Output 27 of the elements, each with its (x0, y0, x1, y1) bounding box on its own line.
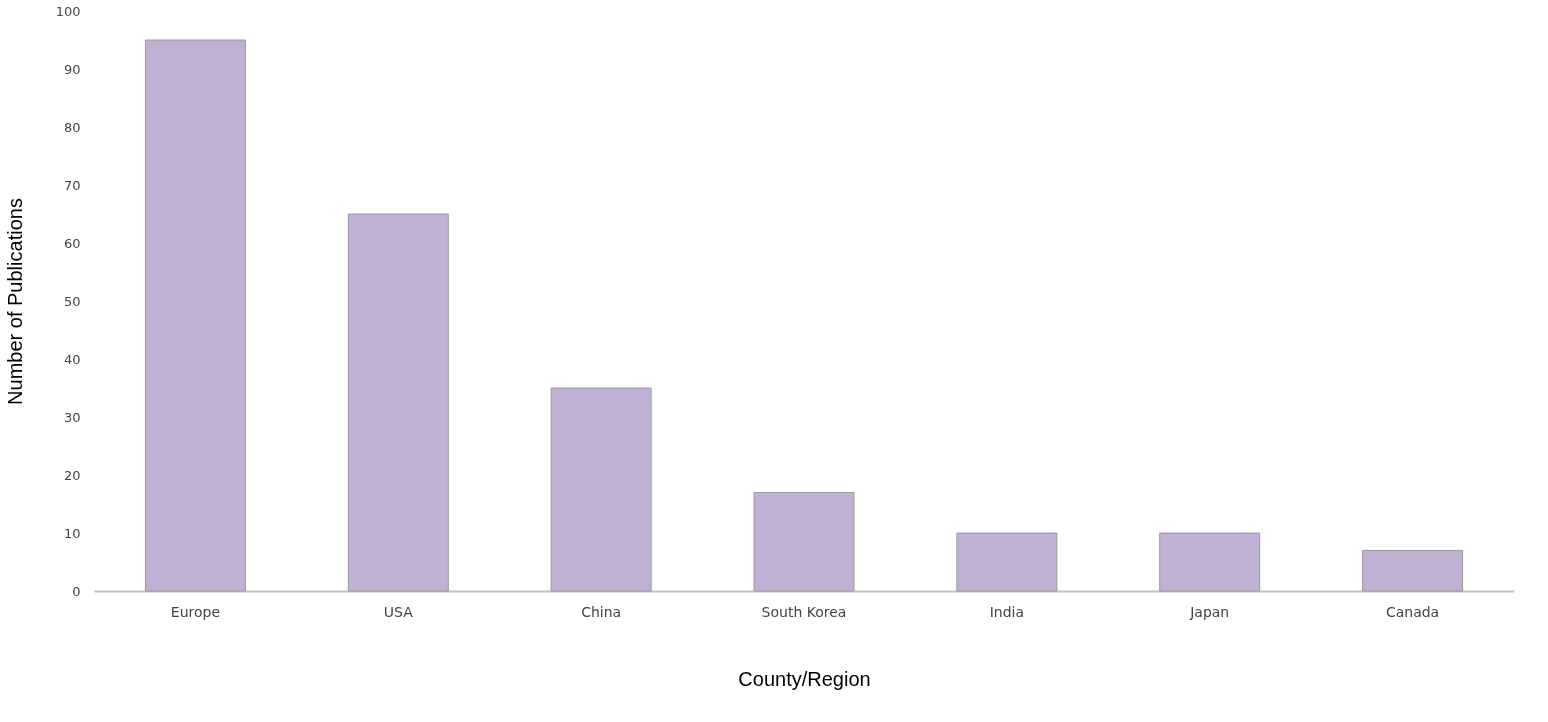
bar (347, 213, 449, 592)
bar (1362, 549, 1464, 592)
y-tick-label: 20 (63, 467, 81, 483)
y-tick-label: 50 (63, 293, 81, 309)
y-tick-label: 70 (63, 177, 81, 193)
y-tick-label: 40 (63, 351, 81, 367)
y-tick-label: 60 (63, 235, 81, 251)
y-tick-label: 30 (63, 409, 81, 425)
y-tick-label: 90 (63, 61, 81, 77)
bar (1159, 532, 1261, 592)
y-tick-label: 10 (63, 525, 81, 541)
x-tick-label: Europe (170, 603, 221, 620)
x-tick-label: South Korea (761, 603, 847, 620)
bar (753, 491, 855, 592)
y-tick-label: 80 (63, 119, 81, 135)
bar (144, 39, 246, 592)
y-axis-title: Number of Publications (3, 198, 26, 405)
x-tick-label: India (989, 603, 1025, 620)
bar (550, 387, 652, 592)
x-tick-label: China (581, 603, 622, 620)
y-tick-label: 100 (55, 3, 81, 19)
y-tick-label: 0 (72, 583, 81, 599)
bar (956, 532, 1058, 592)
x-tick-label: Canada (1385, 603, 1440, 620)
x-tick-label: USA (383, 603, 414, 620)
x-tick-label: Japan (1189, 603, 1230, 620)
x-axis-title: County/Region (738, 667, 871, 690)
